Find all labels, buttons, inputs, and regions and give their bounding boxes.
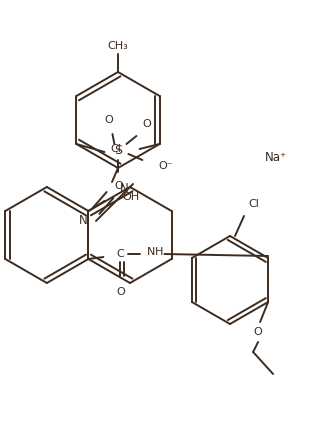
Text: S: S (115, 144, 122, 156)
Text: O⁻: O⁻ (159, 161, 173, 171)
Text: Cl: Cl (111, 144, 122, 154)
Text: O: O (114, 181, 123, 191)
Text: N: N (79, 213, 88, 227)
Text: C: C (116, 249, 124, 259)
Text: O: O (116, 287, 125, 297)
Text: Na⁺: Na⁺ (265, 150, 287, 164)
Text: O: O (254, 327, 263, 337)
Text: N: N (120, 181, 129, 195)
Text: CH₃: CH₃ (108, 41, 128, 51)
Text: N: N (146, 247, 155, 257)
Text: OH: OH (122, 192, 139, 202)
Text: Cl: Cl (248, 199, 259, 209)
Text: O: O (142, 119, 151, 129)
Text: O: O (104, 115, 113, 125)
Text: H: H (154, 247, 163, 257)
